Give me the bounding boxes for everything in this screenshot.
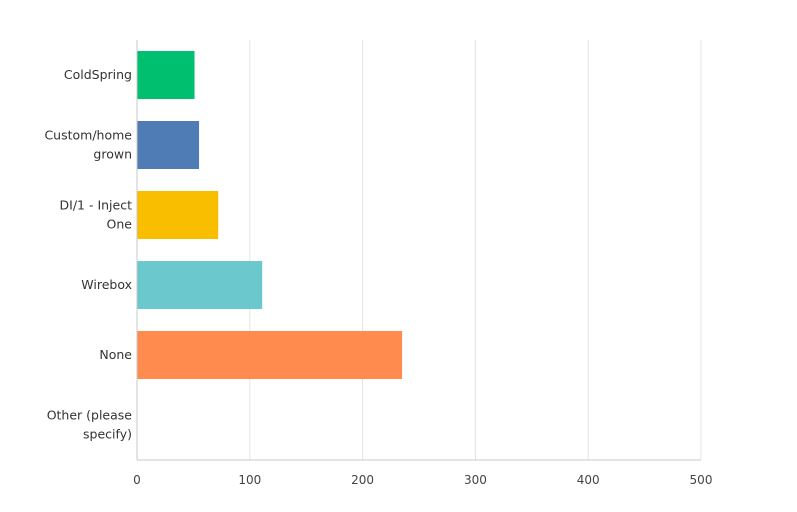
category-label: None [99, 347, 132, 362]
gridlines [249, 40, 702, 460]
category-label: Wirebox [81, 277, 132, 292]
x-tick-label: 200 [351, 473, 374, 487]
bar [137, 261, 263, 309]
category-label: Custom/home [44, 128, 132, 143]
category-label: ColdSpring [64, 67, 132, 82]
x-tick-label: 500 [690, 473, 713, 487]
bar [137, 51, 195, 99]
category-labels: ColdSpring Custom/home grown DI/1 - Inject O… [44, 67, 132, 442]
category-label: grown [93, 147, 132, 162]
x-tick-label: 400 [577, 473, 600, 487]
x-tick-labels: 0 100 200 300 400 500 [133, 473, 712, 487]
x-tick-label: 100 [238, 473, 261, 487]
bar [137, 191, 219, 239]
bar [137, 121, 200, 169]
x-tick-label: 0 [133, 473, 141, 487]
category-label: specify) [83, 427, 132, 442]
category-label: One [107, 217, 133, 232]
category-label: DI/1 - Inject [60, 198, 133, 213]
bars [137, 51, 403, 379]
x-tick-label: 300 [464, 473, 487, 487]
bar [137, 331, 403, 379]
category-label: Other (please [47, 408, 133, 423]
